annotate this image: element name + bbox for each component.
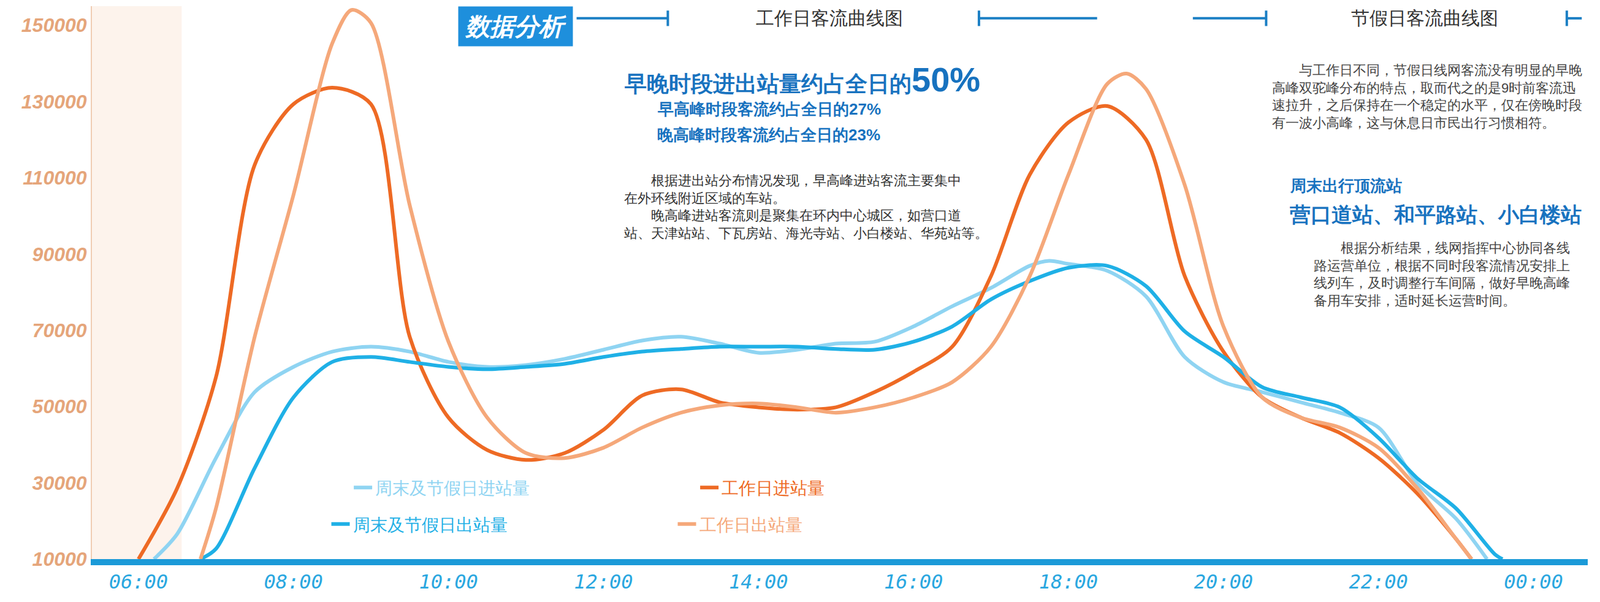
svg-text:12:00: 12:00 bbox=[573, 570, 633, 594]
svg-text:130000: 130000 bbox=[21, 90, 88, 113]
svg-text:工作日进站量: 工作日进站量 bbox=[721, 478, 825, 498]
svg-text:工作日客流曲线图: 工作日客流曲线图 bbox=[755, 7, 903, 29]
svg-text:根据分析结果，线网指挥中心协同各线路运营单位，根据不同时段客: 根据分析结果，线网指挥中心协同各线路运营单位，根据不同时段客流情况安排上线列车，… bbox=[1313, 240, 1570, 309]
svg-text:早高峰时段客流约占全日的27%: 早高峰时段客流约占全日的27% bbox=[657, 99, 881, 119]
svg-text:90000: 90000 bbox=[32, 243, 88, 266]
svg-text:22:00: 22:00 bbox=[1348, 570, 1408, 594]
svg-text:16:00: 16:00 bbox=[883, 570, 943, 594]
svg-text:早晚时段进出站量约占全日的50%: 早晚时段进出站量约占全日的50% bbox=[624, 60, 981, 99]
svg-text:周末及节假日进站量: 周末及节假日进站量 bbox=[375, 478, 530, 498]
svg-text:营口道站、和平路站、小白楼站: 营口道站、和平路站、小白楼站 bbox=[1289, 202, 1582, 227]
svg-text:06:00: 06:00 bbox=[109, 570, 168, 594]
svg-text:110000: 110000 bbox=[22, 166, 88, 189]
svg-text:晚高峰时段客流约占全日的23%: 晚高峰时段客流约占全日的23% bbox=[657, 125, 881, 145]
svg-text:10:00: 10:00 bbox=[418, 570, 478, 594]
svg-text:与工作日不同，节假日线网客流没有明显的早晚高峰双驼峰分布的特: 与工作日不同，节假日线网客流没有明显的早晚高峰双驼峰分布的特点，取而代之的是9时… bbox=[1272, 62, 1583, 131]
svg-text:70000: 70000 bbox=[32, 319, 88, 342]
svg-text:00:00: 00:00 bbox=[1503, 570, 1563, 594]
svg-text:18:00: 18:00 bbox=[1039, 570, 1098, 594]
svg-text:50000: 50000 bbox=[32, 395, 88, 418]
svg-text:08:00: 08:00 bbox=[264, 570, 324, 594]
svg-text:数据分析: 数据分析 bbox=[464, 12, 567, 40]
svg-text:20:00: 20:00 bbox=[1194, 570, 1254, 594]
svg-text:30000: 30000 bbox=[32, 472, 88, 495]
svg-text:工作日出站量: 工作日出站量 bbox=[699, 515, 803, 535]
svg-text:根据进出站分布情况发现，早高峰进站客流主要集中在外环线附近区: 根据进出站分布情况发现，早高峰进站客流主要集中在外环线附近区域的车站。 晚高峰进… bbox=[624, 172, 989, 241]
svg-text:周末出行顶流站: 周末出行顶流站 bbox=[1289, 176, 1402, 195]
svg-text:10000: 10000 bbox=[32, 548, 88, 571]
svg-text:150000: 150000 bbox=[21, 14, 88, 37]
svg-text:节假日客流曲线图: 节假日客流曲线图 bbox=[1351, 7, 1499, 29]
svg-text:14:00: 14:00 bbox=[728, 570, 788, 594]
svg-text:周末及节假日出站量: 周末及节假日出站量 bbox=[353, 515, 508, 535]
